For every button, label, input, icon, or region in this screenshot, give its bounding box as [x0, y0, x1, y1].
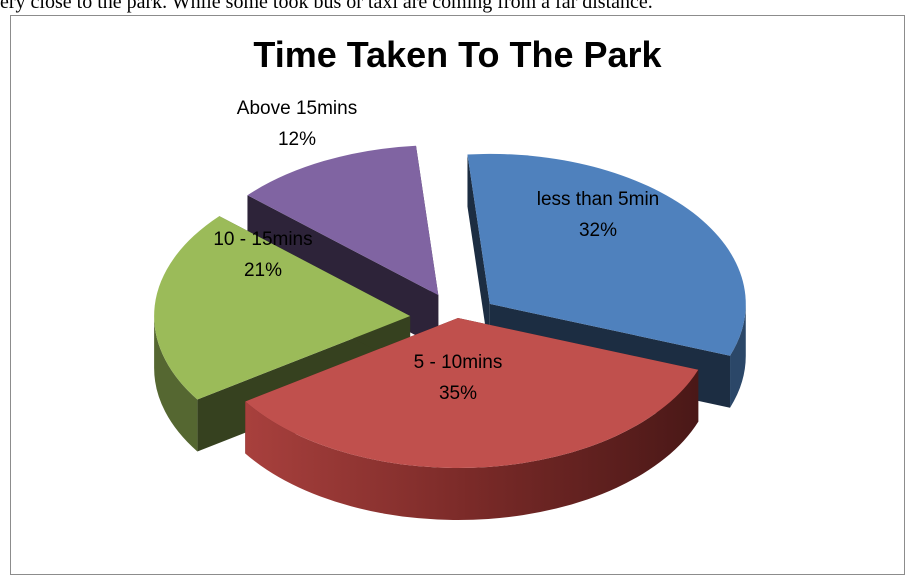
slice-category-label: Above 15mins — [237, 98, 357, 119]
pie-slice-side — [730, 303, 746, 408]
pie-slice-side — [154, 316, 198, 452]
pie-slice-4 — [247, 145, 439, 296]
slice-value-label: 35% — [439, 383, 477, 404]
slice-category-label: 5 - 10mins — [414, 352, 503, 373]
slice-value-label: 12% — [278, 129, 316, 150]
slice-value-label: 32% — [579, 220, 617, 241]
slice-category-label: less than 5min — [537, 189, 660, 210]
slice-value-label: 21% — [244, 260, 282, 281]
pie-slice-wall — [467, 154, 490, 356]
pie-chart: less than 5min 32% 5 - 10mins 35% 10 - 15min… — [154, 98, 746, 521]
pie-slice-2 — [245, 318, 699, 468]
chart-title: Time Taken To The Park — [253, 34, 662, 75]
pie-slice-3 — [154, 216, 411, 400]
pie-labels: less than 5min 32% 5 - 10mins 35% 10 - 15min… — [213, 98, 659, 404]
pie-slice-1 — [467, 153, 746, 356]
pie-slice-side — [245, 369, 699, 521]
pie-tops — [154, 145, 746, 468]
intro-text: ery close to the park. While some took b… — [0, 0, 653, 13]
slice-category-label: 10 - 15mins — [213, 229, 312, 250]
